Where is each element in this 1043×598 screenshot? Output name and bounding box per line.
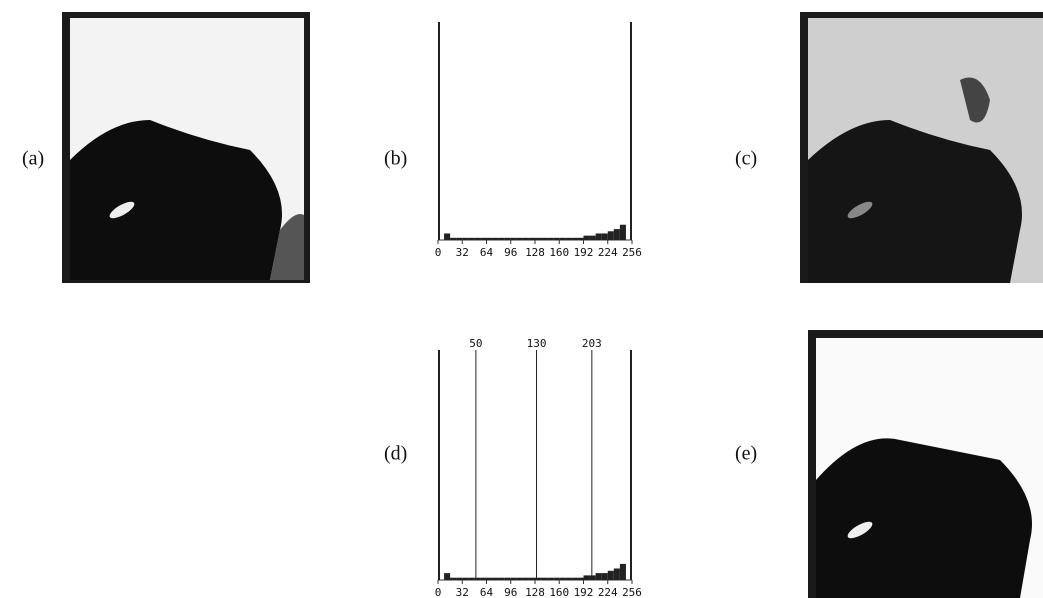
- histogram-bar: [528, 577, 535, 580]
- x-tick-label: 128: [525, 586, 545, 598]
- histogram-bar: [468, 577, 475, 580]
- histogram-bar: [492, 577, 499, 580]
- panel-label: (b): [384, 148, 407, 170]
- image-c: [800, 12, 1043, 283]
- histogram-bar: [630, 350, 632, 580]
- histogram-bar: [541, 237, 548, 240]
- histogram-bar: [601, 573, 608, 580]
- histogram-bar: [577, 577, 584, 580]
- x-tick-label: 32: [456, 586, 469, 598]
- x-tick-label: 160: [549, 586, 569, 598]
- histogram-bar: [438, 350, 440, 580]
- histogram-bar: [595, 573, 602, 580]
- histogram-bar: [504, 577, 511, 580]
- x-tick-label: 64: [480, 586, 494, 598]
- histogram-bar: [492, 237, 499, 240]
- histogram-bar: [613, 229, 620, 240]
- x-tick-label: 64: [480, 246, 494, 259]
- histogram-bar: [571, 237, 578, 240]
- x-tick-label: 0: [435, 246, 442, 259]
- histogram-bar: [583, 575, 590, 580]
- image-e: [808, 330, 1043, 598]
- histogram-bar: [619, 224, 626, 240]
- x-tick-label: 224: [598, 586, 618, 598]
- histogram-bar: [522, 237, 529, 240]
- histogram-bar: [462, 577, 469, 580]
- x-tick-label: 0: [435, 586, 442, 598]
- panel-label: (c): [735, 148, 757, 170]
- panel-label: (d): [384, 443, 407, 465]
- x-tick-label: 192: [574, 586, 594, 598]
- histogram-bar: [577, 237, 584, 240]
- panel-label: (a): [22, 148, 44, 170]
- histogram-bar: [619, 563, 626, 580]
- x-tick-label: 224: [598, 246, 618, 259]
- x-tick-label: 96: [504, 586, 517, 598]
- histogram-bar: [504, 237, 511, 240]
- histogram-bar: [510, 577, 517, 580]
- histogram-bar: [456, 577, 463, 580]
- threshold-label: 130: [527, 337, 547, 350]
- panel-label: (e): [735, 443, 757, 465]
- histogram-bar: [480, 237, 487, 240]
- histogram-bar: [444, 233, 451, 240]
- histogram-bar: [589, 235, 596, 240]
- histogram-bar: [630, 22, 632, 240]
- histogram-bar: [547, 577, 554, 580]
- histogram-bar: [456, 237, 463, 240]
- histogram-bar: [474, 237, 481, 240]
- histogram-bar: [607, 570, 614, 580]
- histogram-bar: [516, 237, 523, 240]
- histogram-bar: [468, 237, 475, 240]
- histogram-bar: [438, 22, 440, 240]
- histogram-bar: [571, 577, 578, 580]
- histogram-bar: [516, 577, 523, 580]
- histogram-bar: [480, 577, 487, 580]
- histogram-bar: [535, 577, 542, 580]
- histogram-bar: [601, 233, 608, 240]
- threshold-label: 50: [469, 337, 482, 350]
- histogram-bar: [486, 237, 493, 240]
- histogram-bar: [498, 577, 505, 580]
- histogram-bar: [613, 568, 620, 580]
- histogram-bar: [583, 235, 590, 240]
- histogram-bar: [522, 577, 529, 580]
- x-tick-label: 32: [456, 246, 469, 259]
- x-tick-label: 128: [525, 246, 545, 259]
- histogram-bar: [565, 237, 572, 240]
- histogram-bar: [553, 577, 560, 580]
- histogram-bar: [547, 237, 554, 240]
- image-a: [62, 12, 310, 283]
- x-tick-label: 160: [549, 246, 569, 259]
- x-tick-label: 192: [574, 246, 594, 259]
- histogram-bar: [486, 577, 493, 580]
- histogram-bar: [559, 577, 566, 580]
- histogram-bar: [444, 573, 451, 580]
- histogram-bar: [565, 577, 572, 580]
- histogram-bar: [553, 237, 560, 240]
- histogram-bar: [462, 237, 469, 240]
- histogram-bar: [541, 577, 548, 580]
- threshold-label: 203: [582, 337, 602, 350]
- histogram-bar: [498, 237, 505, 240]
- x-tick-label: 256: [622, 586, 642, 598]
- histogram-bar: [528, 237, 535, 240]
- x-tick-label: 256: [622, 246, 642, 259]
- histogram-bar: [474, 577, 481, 580]
- histogram-bar: [535, 237, 542, 240]
- histogram-bar: [559, 237, 566, 240]
- histogram-bar: [589, 575, 596, 580]
- histogram-bar: [450, 237, 457, 240]
- histogram-bar: [510, 237, 517, 240]
- histogram-bar: [450, 577, 457, 580]
- x-tick-label: 96: [504, 246, 517, 259]
- histogram-bar: [607, 231, 614, 240]
- histogram-bar: [595, 233, 602, 240]
